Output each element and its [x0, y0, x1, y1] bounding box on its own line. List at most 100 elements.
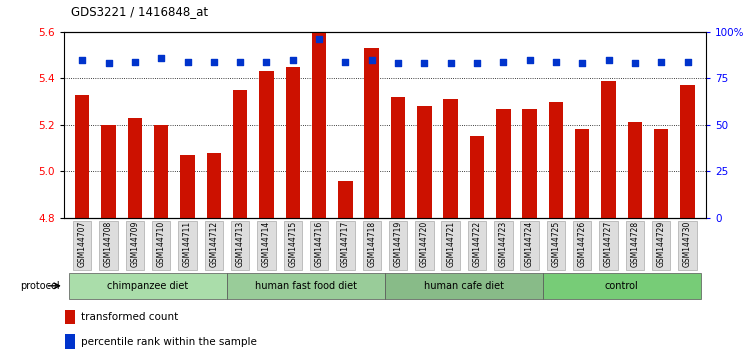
Text: GSM144719: GSM144719 — [394, 221, 403, 267]
Bar — [152, 221, 170, 270]
Point — [471, 61, 483, 66]
Text: human cafe diet: human cafe diet — [424, 281, 504, 291]
Bar — [494, 221, 512, 270]
Point — [681, 59, 693, 64]
Text: GSM144730: GSM144730 — [683, 221, 692, 267]
Bar — [415, 221, 433, 270]
Bar — [626, 221, 644, 270]
Bar — [654, 130, 668, 218]
Bar — [628, 122, 642, 218]
Bar — [178, 221, 197, 270]
Point — [602, 57, 614, 63]
Point — [208, 59, 220, 64]
Text: GSM144721: GSM144721 — [446, 221, 455, 267]
Text: GDS3221 / 1416848_at: GDS3221 / 1416848_at — [71, 5, 209, 18]
Text: GSM144718: GSM144718 — [367, 221, 376, 267]
Bar — [285, 67, 300, 218]
Bar — [678, 221, 697, 270]
Bar — [227, 273, 385, 299]
Bar — [99, 221, 118, 270]
Bar — [284, 221, 302, 270]
Text: GSM144729: GSM144729 — [656, 221, 665, 267]
Bar — [680, 85, 695, 218]
Text: GSM144715: GSM144715 — [288, 221, 297, 267]
Bar — [468, 221, 486, 270]
Text: GSM144716: GSM144716 — [315, 221, 324, 267]
Text: GSM144708: GSM144708 — [104, 221, 113, 267]
Point — [287, 57, 299, 63]
Point — [313, 36, 325, 42]
Bar — [417, 106, 432, 218]
Bar — [258, 221, 276, 270]
Text: GSM144722: GSM144722 — [472, 221, 481, 267]
Bar — [128, 118, 142, 218]
Bar — [602, 81, 616, 218]
Text: GSM144723: GSM144723 — [499, 221, 508, 267]
Bar — [363, 221, 381, 270]
Bar — [443, 99, 458, 218]
Point — [497, 59, 509, 64]
Point — [182, 59, 194, 64]
Bar — [101, 125, 116, 218]
Point — [339, 59, 351, 64]
Bar — [442, 221, 460, 270]
Bar — [310, 221, 328, 270]
Bar — [543, 273, 701, 299]
Bar — [470, 136, 484, 218]
Text: GSM144717: GSM144717 — [341, 221, 350, 267]
Text: GSM144710: GSM144710 — [157, 221, 166, 267]
Bar — [204, 221, 223, 270]
Point — [445, 61, 457, 66]
Bar — [259, 72, 273, 218]
Point — [418, 61, 430, 66]
Text: GSM144726: GSM144726 — [578, 221, 587, 267]
Bar — [573, 221, 592, 270]
Text: GSM144709: GSM144709 — [131, 221, 140, 267]
Point — [392, 61, 404, 66]
Bar — [65, 335, 75, 349]
Text: GSM144714: GSM144714 — [262, 221, 271, 267]
Text: control: control — [605, 281, 638, 291]
Bar — [496, 109, 511, 218]
Point — [234, 59, 246, 64]
Point — [155, 55, 167, 61]
Bar — [125, 221, 144, 270]
Text: GSM144725: GSM144725 — [551, 221, 560, 267]
Bar — [547, 221, 566, 270]
Point — [655, 59, 667, 64]
Point — [576, 61, 588, 66]
Text: percentile rank within the sample: percentile rank within the sample — [80, 337, 256, 347]
Bar — [652, 221, 671, 270]
Text: GSM144713: GSM144713 — [236, 221, 245, 267]
Point — [103, 61, 115, 66]
Text: GSM144728: GSM144728 — [630, 221, 639, 267]
Bar — [207, 153, 221, 218]
Bar — [338, 181, 353, 218]
Bar — [364, 48, 379, 218]
Bar — [154, 125, 168, 218]
Point — [523, 57, 535, 63]
Bar — [385, 273, 543, 299]
Bar — [65, 310, 75, 324]
Bar — [69, 273, 227, 299]
Text: chimpanzee diet: chimpanzee diet — [107, 281, 189, 291]
Point — [629, 61, 641, 66]
Text: GSM144720: GSM144720 — [420, 221, 429, 267]
Bar — [180, 155, 195, 218]
Point — [366, 57, 378, 63]
Bar — [523, 109, 537, 218]
Bar — [312, 32, 327, 218]
Text: protocol: protocol — [20, 281, 59, 291]
Bar — [520, 221, 538, 270]
Bar — [599, 221, 618, 270]
Text: GSM144712: GSM144712 — [210, 221, 219, 267]
Point — [129, 59, 141, 64]
Text: GSM144727: GSM144727 — [604, 221, 613, 267]
Text: GSM144724: GSM144724 — [525, 221, 534, 267]
Text: GSM144711: GSM144711 — [183, 221, 192, 267]
Bar — [549, 102, 563, 218]
Point — [261, 59, 273, 64]
Bar — [389, 221, 407, 270]
Bar — [233, 90, 247, 218]
Bar — [575, 130, 590, 218]
